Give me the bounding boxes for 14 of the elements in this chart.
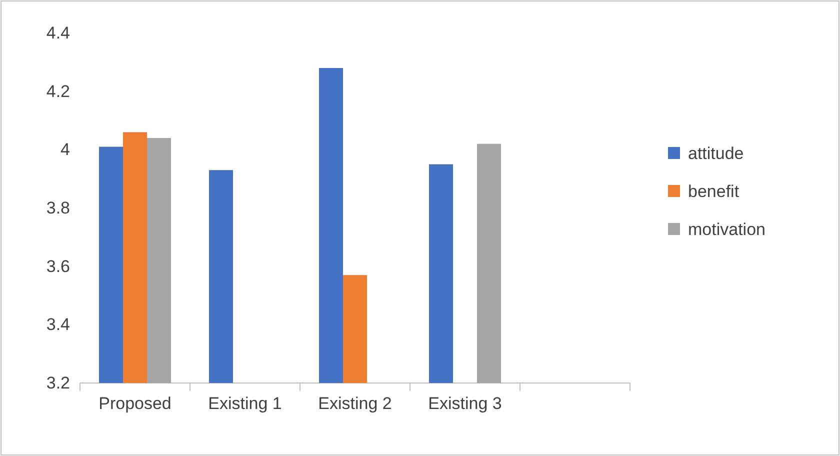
legend-label: benefit (688, 182, 740, 201)
y-tick-label: 3.4 (46, 315, 70, 334)
y-tick-label: 4.4 (46, 23, 70, 42)
x-tick-label: Proposed (98, 394, 172, 414)
y-tick-label: 3.2 (46, 373, 70, 392)
legend-label: attitude (688, 144, 744, 163)
y-tick-label: 3.8 (46, 198, 70, 218)
x-tick-label: Existing 3 (428, 394, 502, 414)
y-tick-label: 3.6 (46, 256, 70, 276)
y-tick-label: 4.2 (46, 82, 70, 101)
legend-label: motivation (688, 220, 766, 239)
x-tick-label: Existing 1 (208, 394, 282, 414)
y-tick-label: 4 (60, 140, 70, 160)
x-tick-label: Existing 2 (318, 394, 392, 414)
